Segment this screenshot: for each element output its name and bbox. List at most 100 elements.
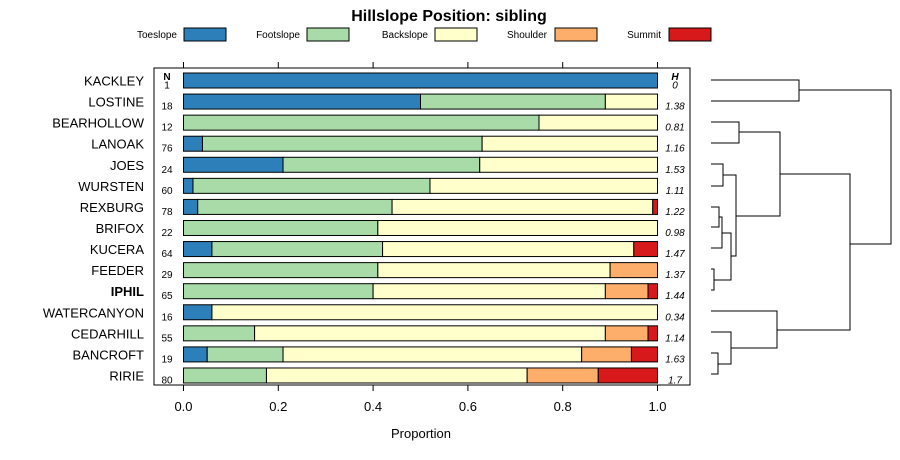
row-label-lostine: LOSTINE — [88, 95, 144, 110]
dendrogram-branch — [711, 310, 778, 349]
h-value-wursten: 1.11 — [666, 186, 685, 197]
bar-bearhollow-backslope — [538, 114, 658, 131]
x-tick-label: 0.0 — [174, 399, 192, 414]
bar-iphil-backslope — [372, 283, 606, 300]
bar-feeder-footslope — [183, 262, 379, 279]
bar-ririe-summit — [597, 367, 658, 384]
bar-joes-backslope — [479, 156, 658, 173]
legend-swatch-summit — [668, 27, 712, 42]
bar-kucera-backslope — [382, 241, 635, 258]
dendrogram-branch — [711, 352, 719, 375]
bar-bancroft-backslope — [282, 346, 583, 363]
h-value-lostine: 1.38 — [665, 102, 685, 113]
legend-label-backslope: Backslope — [382, 30, 429, 41]
bar-lostine-backslope — [604, 93, 658, 110]
h-value-lanoak: 1.16 — [665, 144, 685, 155]
bar-brifox-backslope — [377, 219, 658, 236]
bar-iphil-summit — [647, 283, 659, 300]
row-label-kackley: KACKLEY — [84, 74, 144, 89]
bar-kucera-footslope — [211, 241, 384, 258]
legend-label-footslope: Footslope — [256, 30, 300, 41]
n-value-feeder: 29 — [161, 270, 173, 281]
bar-watercanyon-backslope — [211, 304, 658, 321]
row-label-cedarhill: CEDARHILL — [71, 326, 144, 341]
bar-kackley-toeslope — [183, 72, 658, 89]
row-label-iphil: IPHIL — [111, 284, 144, 299]
row-label-joes: JOES — [110, 158, 144, 173]
bar-lostine-footslope — [420, 93, 606, 110]
bar-lanoak-backslope — [481, 135, 658, 152]
h-value-ririe: 1.7 — [668, 375, 682, 386]
row-label-bancroft: BANCROFT — [73, 347, 145, 362]
legend-swatch-toeslope — [183, 27, 227, 42]
bar-joes-toeslope — [183, 156, 284, 173]
n-value-bancroft: 19 — [161, 354, 173, 365]
bar-iphil-shoulder — [604, 283, 649, 300]
dendrogram-branch — [711, 206, 720, 228]
row-label-feeder: FEEDER — [91, 263, 144, 278]
n-value-brifox: 22 — [161, 228, 173, 239]
dendrogram-branch — [799, 89, 892, 245]
row-label-bearhollow: BEARHOLLOW — [52, 116, 144, 131]
bar-rexburg-summit — [652, 198, 659, 215]
n-column-header: N — [163, 72, 170, 83]
x-axis-title: Proportion — [391, 426, 451, 441]
x-tick-label: 0.4 — [364, 399, 382, 414]
n-value-cedarhill: 55 — [161, 333, 173, 344]
bar-feeder-backslope — [377, 262, 611, 279]
bar-cedarhill-backslope — [254, 325, 606, 342]
dendrogram-branch — [711, 268, 715, 291]
legend-label-shoulder: Shoulder — [507, 30, 548, 41]
dendrogram-branch — [777, 173, 851, 331]
h-value-brifox: 0.98 — [665, 228, 685, 239]
bar-lostine-toeslope — [183, 93, 421, 110]
x-axis: 0.0 0.2 0.4 0.6 0.8 1.0 — [174, 62, 667, 414]
x-tick-label: 0.8 — [554, 399, 572, 414]
bar-rexburg-footslope — [197, 198, 393, 215]
x-tick-label: 0.2 — [269, 399, 287, 414]
bar-iphil-footslope — [183, 283, 374, 300]
dendrogram-branch — [711, 331, 732, 365]
h-value-kucera: 1.47 — [665, 249, 685, 260]
h-value-joes: 1.53 — [665, 165, 685, 176]
dendrogram — [711, 79, 892, 375]
n-value-watercanyon: 16 — [161, 312, 173, 323]
legend-swatch-footslope — [306, 27, 350, 42]
h-column-header: H — [671, 72, 679, 83]
bar-brifox-footslope — [183, 219, 379, 236]
bar-wursten-footslope — [192, 177, 431, 194]
dendrogram-branch — [711, 216, 723, 249]
plot-frame — [153, 67, 691, 386]
bar-rexburg-backslope — [391, 198, 654, 215]
n-value-rexburg: 78 — [161, 207, 173, 218]
bar-watercanyon-toeslope — [183, 304, 213, 321]
h-value-bancroft: 1.63 — [665, 354, 685, 365]
bar-cedarhill-footslope — [183, 325, 256, 342]
n-value-bearhollow: 12 — [161, 123, 173, 134]
h-value-kackley: 0 — [672, 81, 678, 92]
bar-bancroft-footslope — [206, 346, 284, 363]
bar-wursten-backslope — [429, 177, 659, 194]
bar-joes-footslope — [282, 156, 481, 173]
row-label-watercanyon: WATERCANYON — [43, 305, 144, 320]
n-value-kucera: 64 — [161, 249, 173, 260]
bars-layer — [183, 72, 659, 384]
legend-swatch-shoulder — [554, 27, 598, 42]
bar-bancroft-shoulder — [581, 346, 632, 363]
h-value-bearhollow: 0.81 — [665, 123, 684, 134]
bar-bancroft-summit — [630, 346, 658, 363]
chart-title: Hillslope Position: sibling — [351, 8, 547, 25]
h-value-watercanyon: 0.34 — [665, 312, 685, 323]
h-values: 0 1.38 0.81 1.16 1.53 1.11 1.22 0.98 1.47 1.37 1.4… — [665, 81, 685, 387]
row-labels: KACKLEY LOSTINE BEARHOLLOW LANOAK JOES WURSTE… — [43, 74, 145, 384]
bar-kucera-toeslope — [183, 241, 213, 258]
bar-lanoak-footslope — [201, 135, 483, 152]
row-label-brifox: BRIFOX — [96, 221, 145, 236]
row-label-wursten: WURSTEN — [78, 179, 144, 194]
bar-cedarhill-summit — [647, 325, 659, 342]
bar-bearhollow-footslope — [183, 114, 540, 131]
bar-kucera-summit — [633, 241, 658, 258]
row-label-rexburg: REXBURG — [80, 200, 144, 215]
h-value-feeder: 1.37 — [665, 270, 685, 281]
n-value-lanoak: 76 — [161, 144, 173, 155]
